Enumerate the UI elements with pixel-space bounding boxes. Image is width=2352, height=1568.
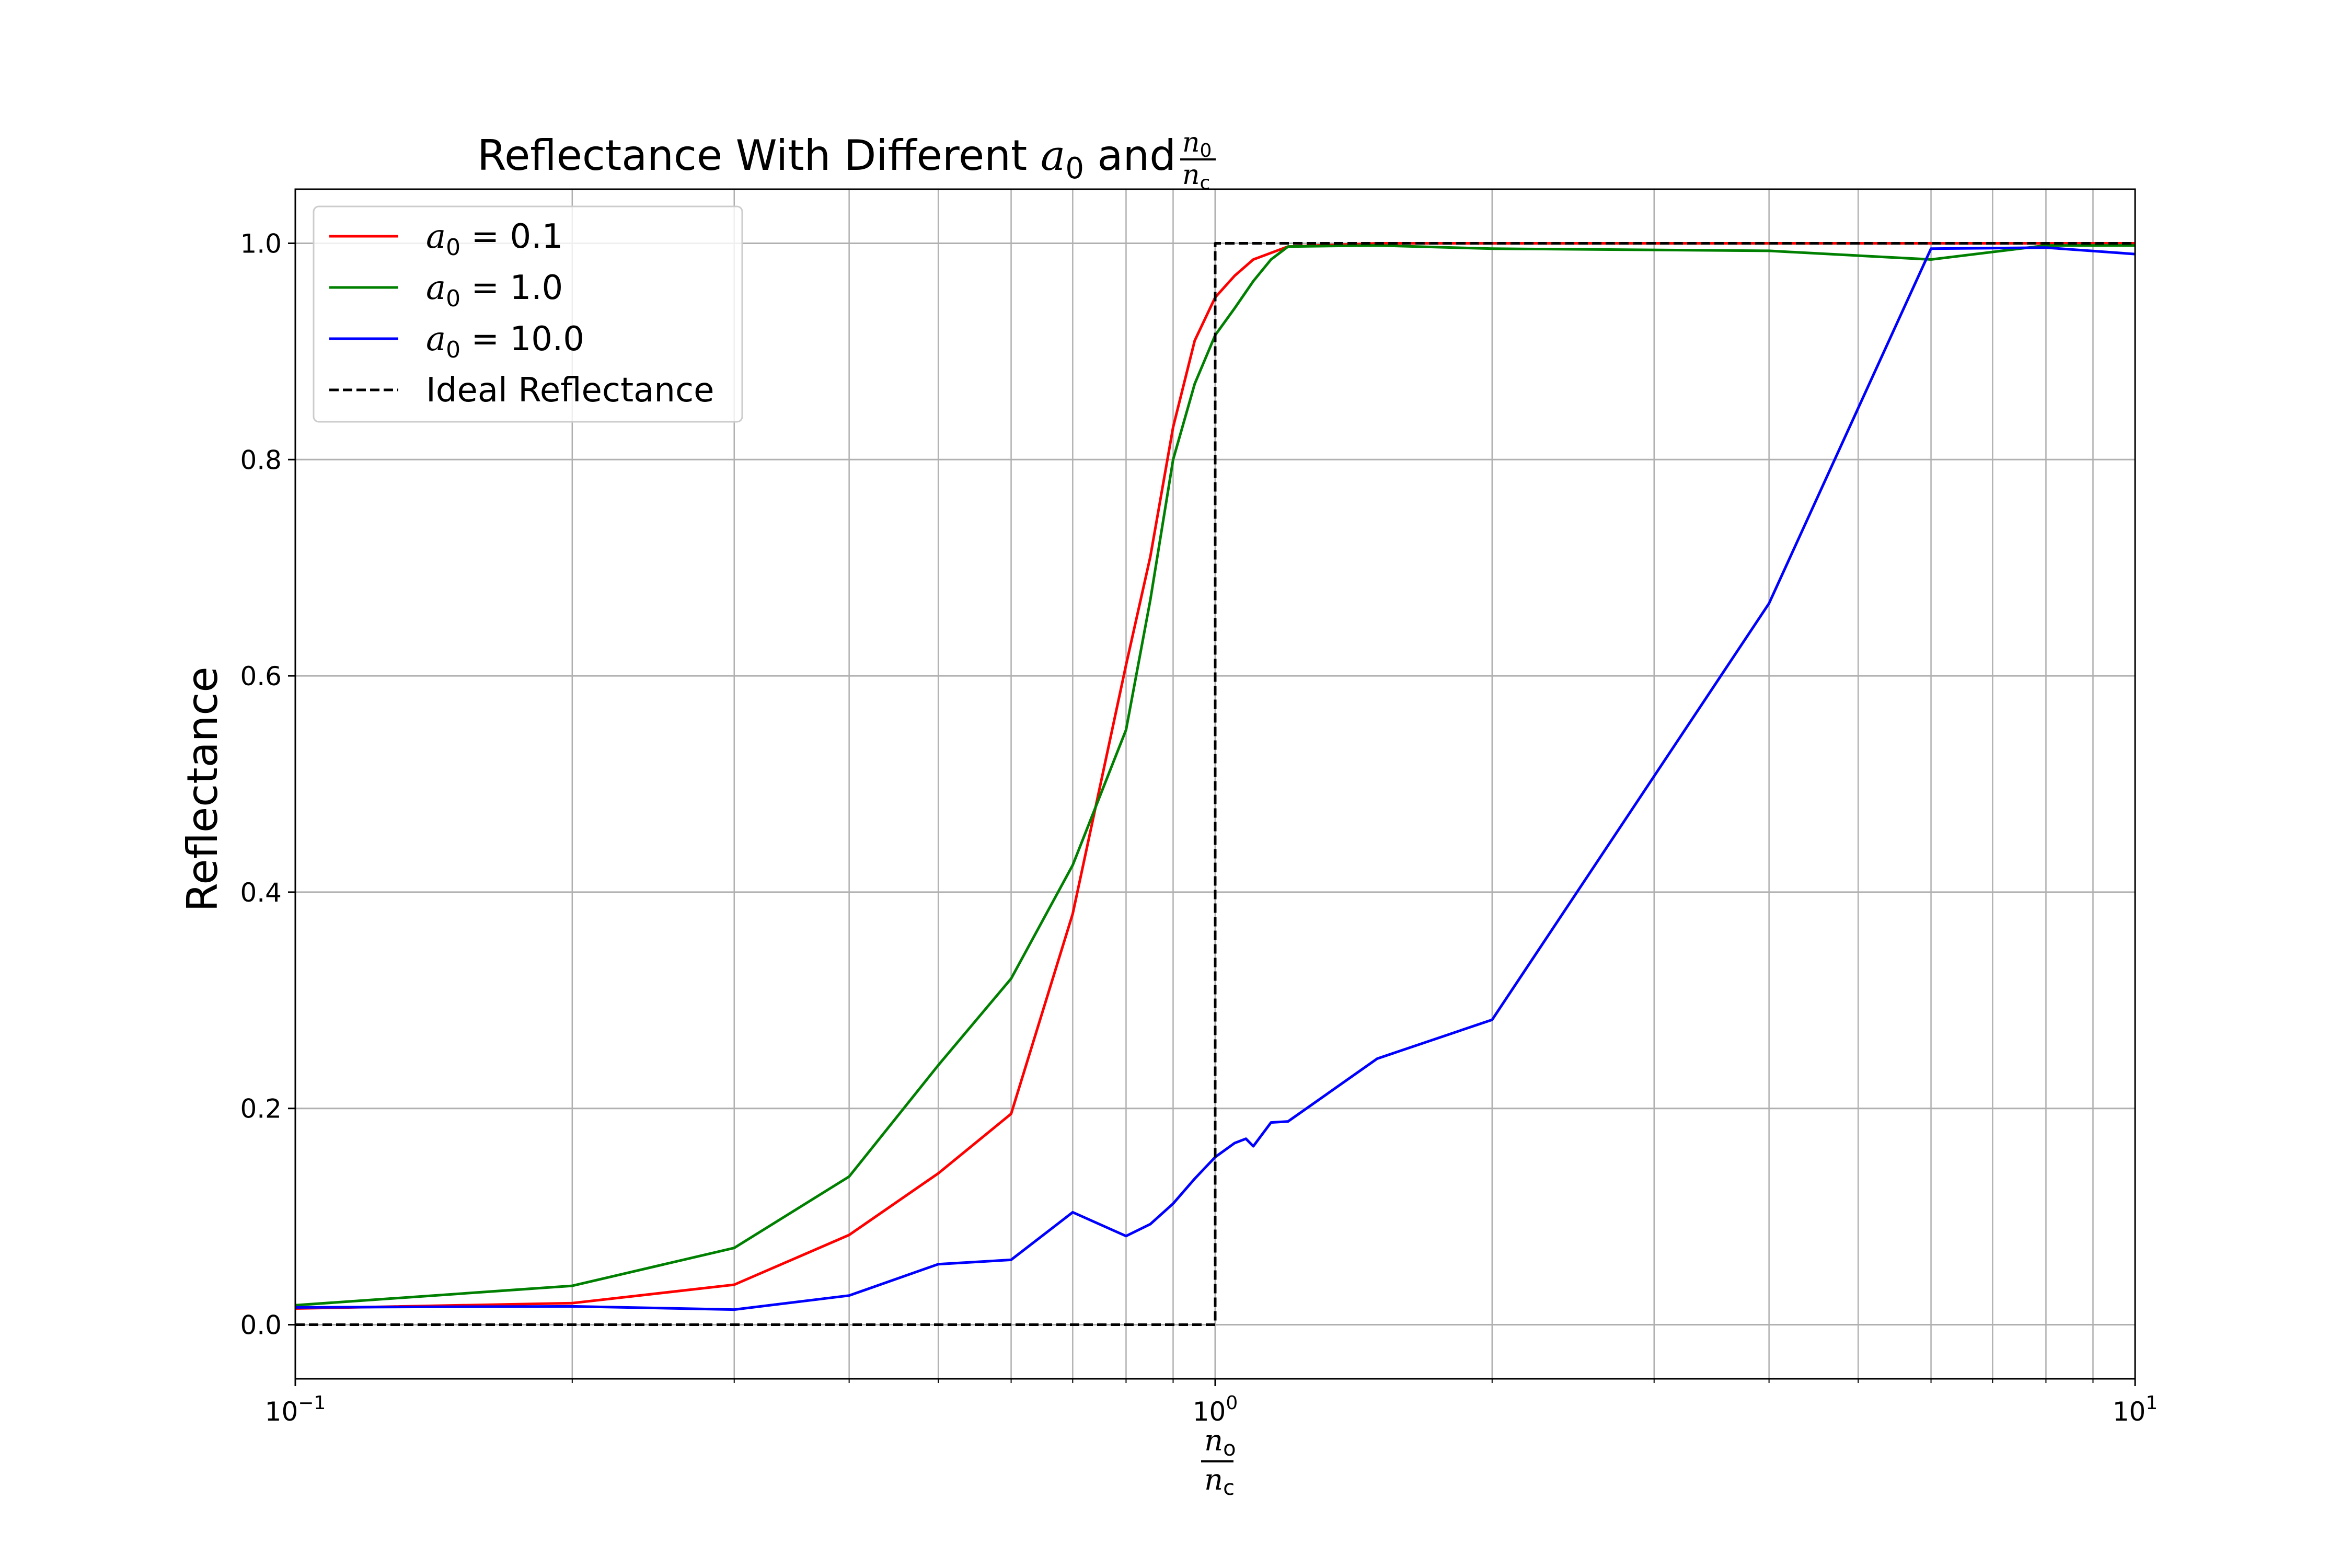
title-fraction-numerator: n bbox=[1182, 127, 1200, 158]
title-fraction-numerator-sub: 0 bbox=[1200, 140, 1212, 162]
y-axis-label: Reflectance bbox=[178, 666, 227, 912]
x-axis-label: no nc bbox=[1201, 1424, 1236, 1500]
legend-box bbox=[313, 205, 743, 423]
svg-text:no: no bbox=[1204, 1424, 1236, 1461]
y-tick-label: 1.0 bbox=[240, 228, 282, 259]
svg-text:nc: nc bbox=[1204, 1463, 1235, 1500]
legend-label-2: a0 = 10.0 bbox=[426, 320, 584, 363]
title-fraction-denominator-sub: c bbox=[1200, 172, 1210, 194]
legend-label-3: Ideal Reflectance bbox=[426, 371, 714, 410]
svg-text:n0: n0 bbox=[1182, 127, 1212, 162]
legend-label-0: a0 = 0.1 bbox=[426, 217, 563, 261]
series-line-3 bbox=[295, 242, 2135, 1326]
y-tick-label: 0.6 bbox=[240, 661, 282, 691]
ticks: 0.0 0.2 0.4 0.6 0.8 1.0 10−1 100 101 bbox=[240, 228, 2158, 1427]
title-text-before: Reflectance With Different bbox=[477, 131, 1041, 180]
y-tick-label: 0.0 bbox=[240, 1310, 282, 1341]
x-tick-label: 10−1 bbox=[265, 1392, 326, 1427]
title-text-and: and bbox=[1084, 131, 1176, 180]
legend: a0 = 0.1 a0 = 1.0 a0 = 10.0 Ideal Reflectan… bbox=[313, 205, 743, 423]
title-fraction-denominator: n bbox=[1182, 159, 1200, 191]
x-label-denominator-sub: c bbox=[1223, 1476, 1235, 1500]
plot-series bbox=[295, 242, 2136, 1326]
x-label-denominator: n bbox=[1204, 1463, 1223, 1497]
x-tick-label: 100 bbox=[1193, 1392, 1238, 1427]
svg-text:Reflectance With Different a0: Reflectance With Different a0 and bbox=[477, 131, 1176, 186]
series-line-1 bbox=[295, 244, 2135, 1307]
x-tick-label: 101 bbox=[2113, 1392, 2158, 1427]
chart-title: Reflectance With Different a0 and n0 nc bbox=[477, 127, 1216, 194]
title-a-symbol: a bbox=[1041, 131, 1066, 180]
y-tick-label: 0.2 bbox=[240, 1094, 282, 1124]
x-label-numerator: n bbox=[1204, 1424, 1223, 1458]
title-a-subscript: 0 bbox=[1065, 152, 1084, 186]
legend-label-1: a0 = 1.0 bbox=[426, 269, 563, 312]
y-tick-label: 0.4 bbox=[240, 878, 282, 908]
y-tick-label: 0.8 bbox=[240, 445, 282, 475]
x-label-numerator-sub: o bbox=[1223, 1437, 1236, 1461]
